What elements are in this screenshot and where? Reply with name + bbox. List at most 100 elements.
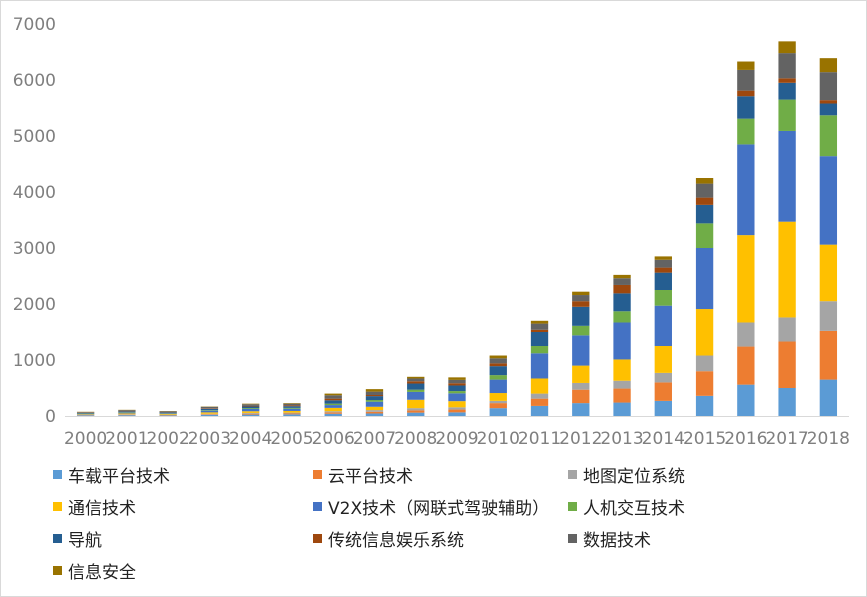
bar-segment: [613, 284, 631, 294]
bar-segment: [654, 267, 672, 273]
bar-segment: [819, 379, 838, 416]
bar-segment: [242, 406, 260, 409]
bar-segment: [819, 244, 838, 302]
bar-segment: [324, 403, 342, 406]
bar-segment: [283, 403, 301, 406]
bar-segment: [778, 41, 796, 54]
bar-segment: [489, 355, 507, 359]
bar-segment: [489, 366, 507, 376]
bar-segment: [407, 378, 425, 382]
bar-segment: [407, 389, 425, 392]
bar-segment: [448, 409, 466, 413]
bar-segment: [778, 78, 796, 83]
bar-segment: [365, 391, 384, 395]
bar-segment: [778, 99, 796, 131]
bar-segment: [530, 346, 549, 354]
bar-segment: [572, 295, 590, 302]
bar-segment: [737, 118, 755, 145]
bar-segment: [695, 355, 714, 372]
bar-segment: [324, 407, 342, 412]
bar-segment: [572, 382, 590, 390]
bar-segment: [365, 400, 384, 402]
y-tick-label: 7000: [13, 15, 56, 35]
bar-segment: [572, 365, 590, 383]
bar-segment: [324, 413, 342, 416]
bar-segment: [489, 403, 507, 409]
x-tick-label: 2000: [64, 429, 107, 449]
legend-item: 车载平台技术: [53, 462, 170, 487]
bar-segment: [778, 53, 796, 79]
bar-segment: [530, 398, 549, 406]
x-tick-label: 2013: [600, 429, 643, 449]
bar-segment: [200, 414, 219, 416]
legend-swatch: [313, 470, 322, 479]
y-tick-label: 3000: [13, 239, 56, 259]
bar-segment: [695, 183, 714, 198]
bar-segment: [819, 301, 838, 331]
legend-label: 导航: [68, 531, 102, 551]
bar-segment: [365, 396, 384, 401]
legend-item: 云平台技术: [313, 462, 413, 487]
bar-segment: [613, 278, 631, 285]
x-tick-label: 2018: [807, 429, 850, 449]
bar-segment: [407, 383, 425, 390]
bar-segment: [572, 306, 590, 326]
legend-swatch: [568, 534, 577, 543]
y-tick-label: 2000: [13, 295, 56, 315]
bar-segment: [159, 415, 177, 416]
bar-segment: [365, 389, 384, 392]
bar-segment: [778, 221, 796, 318]
bar-segment: [200, 410, 219, 411]
bar-segment: [365, 401, 384, 407]
bar-segment: [76, 412, 95, 413]
legend-label: 车载平台技术: [68, 467, 170, 487]
bar-segment: [613, 293, 631, 312]
legend-item: 导航: [53, 526, 102, 551]
bar-segment: [283, 403, 301, 404]
bar-segment: [819, 156, 838, 245]
bar-segment: [572, 335, 590, 366]
bar-segment: [613, 380, 631, 389]
x-tick-label: 2003: [188, 429, 231, 449]
bar-segment: [572, 325, 590, 336]
bar-segment: [737, 235, 755, 323]
bar-segment: [448, 393, 466, 402]
bar-segment: [654, 256, 672, 260]
bar-segment: [407, 399, 425, 409]
bar-segment: [118, 415, 136, 416]
bar-segment: [572, 389, 590, 404]
legend-swatch: [53, 502, 62, 511]
legend-item: 人机交互技术: [568, 494, 685, 519]
bar-segment: [448, 377, 466, 380]
bar-segment: [159, 412, 177, 413]
bar-segment: [324, 400, 342, 404]
y-tick-label: 5000: [13, 127, 56, 147]
bar-segment: [695, 309, 714, 356]
bar-segment: [778, 341, 796, 388]
bar-segment: [654, 290, 672, 306]
bar-segment: [118, 410, 136, 412]
bar-segment: [530, 332, 549, 346]
bar-segment: [283, 408, 301, 411]
bar-segment: [407, 412, 425, 416]
legend-label: 数据技术: [583, 531, 651, 551]
bar-segment: [654, 346, 672, 373]
bar-segment: [654, 305, 672, 346]
bar-segment: [489, 358, 507, 364]
bar-segment: [819, 100, 838, 104]
bar-segment: [324, 395, 342, 399]
bar-segment: [200, 414, 219, 415]
x-tick-label: 2010: [477, 429, 520, 449]
bar-segment: [76, 412, 95, 414]
bar-segment: [819, 58, 838, 73]
bar-segment: [200, 410, 219, 413]
bar-segment: [654, 372, 672, 383]
bar-segment: [695, 197, 714, 205]
y-tick-label: 4000: [13, 183, 56, 203]
bar-segment: [448, 401, 466, 408]
bar-segment: [283, 413, 301, 415]
bar-segment: [489, 379, 507, 394]
bar-segment: [159, 411, 177, 413]
bar-segment: [613, 388, 631, 403]
